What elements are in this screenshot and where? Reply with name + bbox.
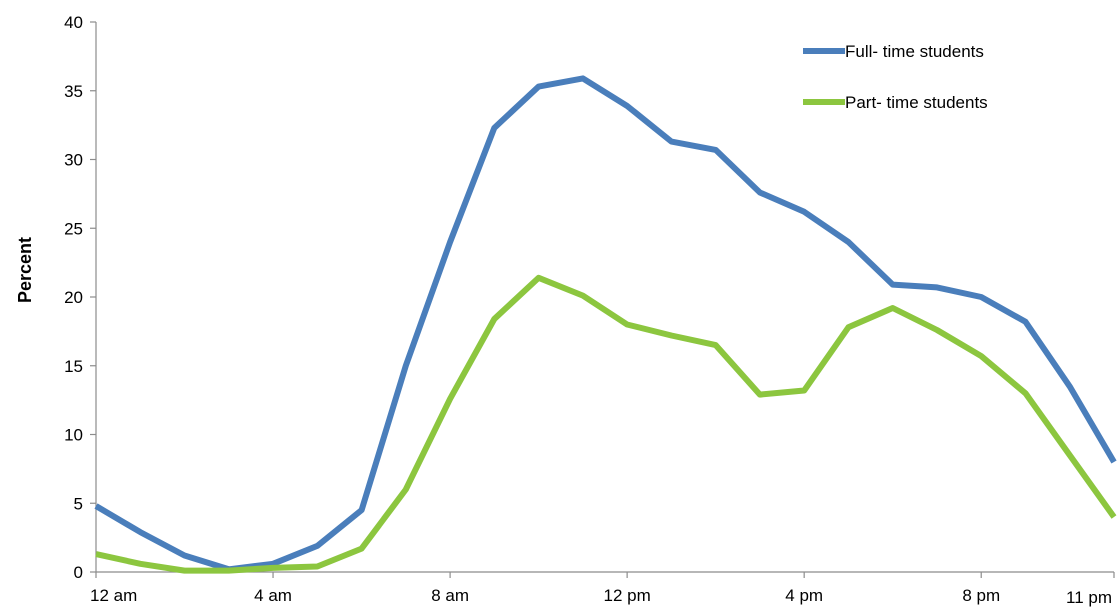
y-axis-title: Percent — [15, 237, 35, 303]
y-tick-label: 20 — [64, 288, 83, 307]
y-tick-label: 5 — [74, 494, 83, 513]
y-tick-label: 35 — [64, 82, 83, 101]
x-axis: 12 am 4 am 8 am 12 pm 4 pm 8 pm 11 pm — [90, 571, 1115, 607]
x-tick-label: 4 am — [254, 586, 292, 605]
series-line-part-time — [95, 274, 1117, 574]
y-tick-label: 15 — [64, 357, 83, 376]
x-tick-label: 4 pm — [785, 586, 823, 605]
series-lines — [94, 75, 1117, 574]
y-tick-label: 30 — [64, 151, 83, 170]
legend-label: Full- time students — [845, 42, 984, 61]
legend-label: Part- time students — [845, 93, 988, 112]
series-line-full-time — [94, 75, 1117, 573]
x-tick-label: 8 pm — [962, 586, 1000, 605]
legend: Full- time students Part- time students — [803, 42, 988, 112]
y-tick-label: 10 — [64, 426, 83, 445]
x-tick-label: 12 am — [90, 586, 137, 605]
y-tick-label: 40 — [64, 13, 83, 32]
x-tick-label: 11 pm — [1066, 588, 1112, 607]
y-tick-label: 25 — [64, 219, 83, 238]
y-tick-label: 0 — [74, 563, 83, 582]
x-tick-label: 12 pm — [604, 586, 651, 605]
x-tick-label: 8 am — [431, 586, 469, 605]
y-axis: 0 5 10 15 20 25 30 35 40 — [64, 13, 97, 582]
